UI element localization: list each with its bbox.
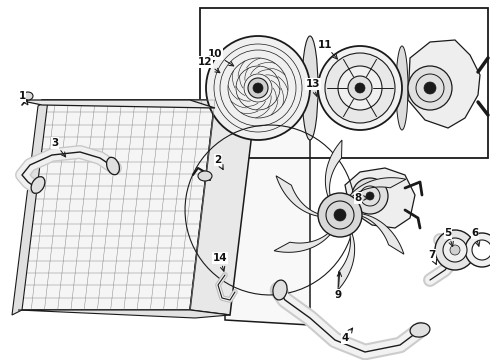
Ellipse shape — [198, 171, 212, 181]
Ellipse shape — [408, 66, 452, 110]
Polygon shape — [18, 100, 215, 108]
Polygon shape — [325, 140, 342, 201]
Polygon shape — [345, 168, 415, 228]
Ellipse shape — [325, 53, 395, 123]
Ellipse shape — [396, 46, 408, 130]
Text: 11: 11 — [318, 40, 338, 59]
Ellipse shape — [472, 240, 490, 260]
Ellipse shape — [338, 66, 382, 110]
Polygon shape — [42, 100, 255, 108]
Ellipse shape — [248, 78, 268, 98]
Ellipse shape — [435, 230, 475, 270]
Ellipse shape — [107, 157, 120, 175]
Text: 8: 8 — [354, 193, 368, 203]
Text: 5: 5 — [444, 228, 453, 246]
Ellipse shape — [465, 233, 490, 267]
Ellipse shape — [273, 280, 287, 300]
Polygon shape — [18, 310, 230, 318]
Ellipse shape — [424, 82, 436, 94]
Text: 7: 7 — [428, 250, 437, 264]
Ellipse shape — [318, 46, 402, 130]
Text: 10: 10 — [208, 49, 234, 66]
Ellipse shape — [348, 76, 372, 100]
Text: 2: 2 — [215, 155, 223, 170]
Bar — [200, 8, 488, 158]
Polygon shape — [408, 40, 480, 128]
Ellipse shape — [410, 323, 430, 337]
Polygon shape — [12, 100, 48, 315]
Polygon shape — [190, 100, 255, 315]
Ellipse shape — [318, 193, 362, 237]
Ellipse shape — [206, 36, 310, 140]
Ellipse shape — [352, 178, 388, 214]
Polygon shape — [358, 213, 404, 254]
Ellipse shape — [253, 83, 263, 93]
Text: 13: 13 — [306, 79, 320, 96]
Polygon shape — [274, 231, 333, 252]
Text: 6: 6 — [471, 228, 480, 246]
Ellipse shape — [355, 83, 365, 93]
Ellipse shape — [443, 238, 467, 262]
Text: 1: 1 — [19, 91, 28, 105]
Ellipse shape — [23, 92, 33, 100]
Ellipse shape — [366, 192, 374, 200]
Polygon shape — [347, 178, 406, 199]
Polygon shape — [225, 95, 310, 325]
Text: 12: 12 — [198, 57, 220, 73]
Polygon shape — [276, 176, 322, 217]
Ellipse shape — [31, 177, 45, 193]
Text: 3: 3 — [51, 138, 66, 157]
Polygon shape — [338, 230, 355, 290]
Polygon shape — [18, 100, 215, 310]
Text: 14: 14 — [213, 253, 227, 271]
Text: 9: 9 — [335, 272, 342, 300]
Text: 4: 4 — [342, 328, 353, 343]
Ellipse shape — [334, 209, 346, 221]
Ellipse shape — [302, 36, 318, 140]
Ellipse shape — [450, 245, 460, 255]
